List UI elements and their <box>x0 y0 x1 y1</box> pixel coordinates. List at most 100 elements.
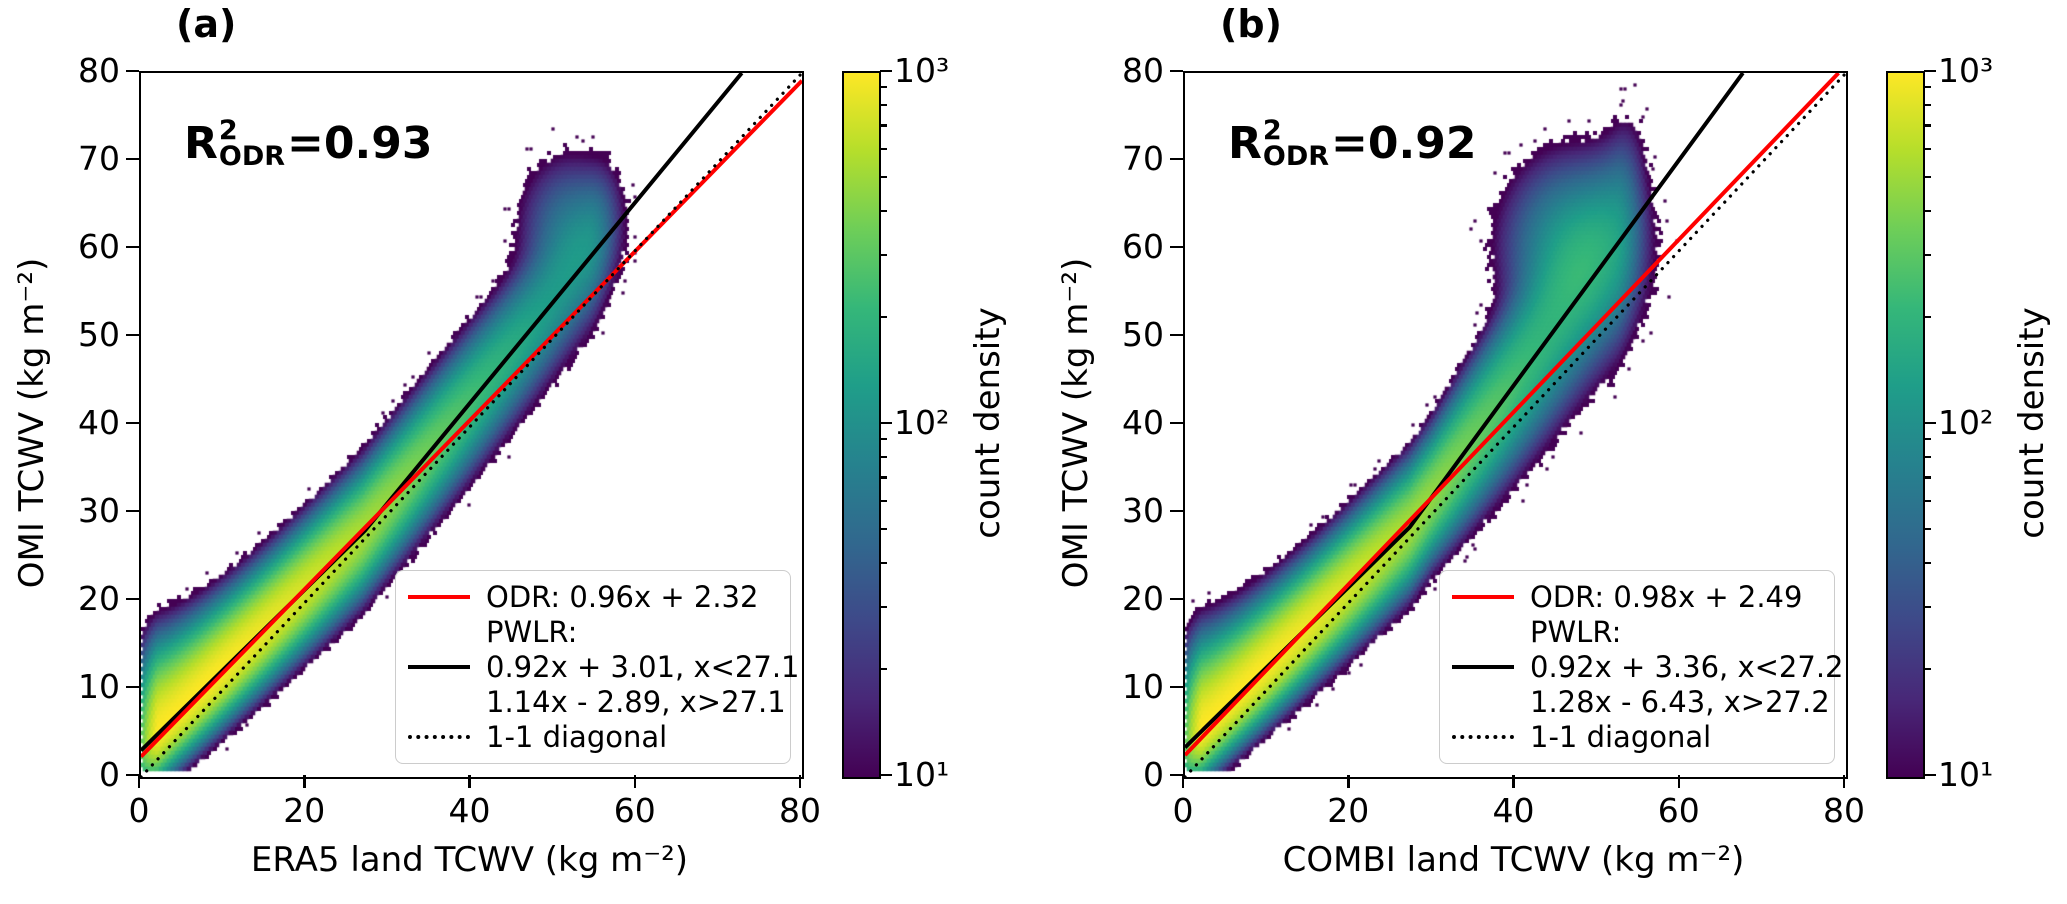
colorbar-tick-mark <box>1924 104 1931 107</box>
colorbar-tick-mark <box>880 175 887 179</box>
y-tick-label: 70 <box>1122 139 1164 178</box>
colorbar-tick-mark <box>1924 499 1931 503</box>
y-tick-label: 60 <box>1122 227 1164 266</box>
x-tick-label: 60 <box>613 791 656 830</box>
x-tick-label: 80 <box>1823 791 1865 830</box>
legend-row-pwlr-2: 1.14x - 2.89, x>27.1 <box>408 685 786 720</box>
y-tick-mark <box>1170 69 1183 73</box>
x-tick-label: 0 <box>128 791 150 830</box>
diagonal-label: 1-1 diagonal <box>486 720 668 755</box>
colorbar-tick-mark <box>1924 86 1931 89</box>
legend-row-diagonal: 1-1 diagonal <box>408 720 778 755</box>
colorbar-tick-mark <box>880 667 887 671</box>
x-tick-mark <box>1512 775 1515 788</box>
odr-label: ODR: 0.96x + 2.32 <box>486 579 759 614</box>
y-tick-mark <box>126 245 139 249</box>
panel-a-r2-annotation: R 2 ODR =0.93 <box>184 115 432 172</box>
x-tick-mark <box>1842 775 1846 788</box>
colorbar-tick-mark <box>1924 421 1936 425</box>
panel-a-legend: ODR: 0.96x + 2.32 PWLR: 0.92x + 3.01, x<… <box>395 570 800 764</box>
legend-row-odr: ODR: 0.98x + 2.49 <box>1452 579 1822 614</box>
y-tick-label: 50 <box>78 315 120 354</box>
r2-subscript: ODR <box>1262 141 1330 172</box>
y-tick-label: 60 <box>78 227 120 266</box>
colorbar-tick-mark <box>880 527 887 531</box>
y-tick-label: 30 <box>1122 491 1164 530</box>
r2-symbol: R <box>1228 118 1262 169</box>
panel-b-x-axis-label: COMBI land TCWV (kg m⁻²) <box>1282 840 1745 880</box>
colorbar-tick-mark <box>880 253 887 257</box>
panel-b: (b) ODR: 0.98x + 2.49 PWLR: 0.92x + 3.36… <box>1044 0 2067 904</box>
panel-a-plot-area: ODR: 0.96x + 2.32 PWLR: 0.92x + 3.01, x<… <box>139 71 804 779</box>
y-tick-mark <box>1170 421 1183 425</box>
colorbar-tick-1e3: 10³ <box>1938 51 1994 90</box>
legend-row-pwlr-1: 0.92x + 3.36, x<27.2 <box>1452 649 1844 684</box>
panel-a-title: (a) <box>176 2 237 46</box>
colorbar-tick-mark <box>1924 438 1931 441</box>
r2-symbol: R <box>184 118 218 169</box>
y-tick-mark <box>1170 245 1183 249</box>
x-tick-label: 80 <box>779 791 821 830</box>
y-tick-mark <box>126 333 139 337</box>
colorbar-tick-mark <box>1924 253 1931 257</box>
x-tick-mark <box>1347 775 1350 788</box>
r2-subscript: ODR <box>218 141 286 172</box>
panel-a-x-axis-label: ERA5 land TCWV (kg m⁻²) <box>250 840 689 880</box>
pwlr-title: PWLR: <box>486 614 578 649</box>
x-tick-label: 60 <box>1657 791 1700 830</box>
diagonal-label: 1-1 diagonal <box>1530 720 1712 755</box>
colorbar-tick-mark <box>880 476 887 479</box>
colorbar-tick-mark <box>880 773 892 777</box>
y-tick-label: 0 <box>1143 755 1164 794</box>
y-tick-label: 70 <box>78 139 120 178</box>
colorbar-tick-mark <box>1924 209 1931 213</box>
colorbar-tick-mark <box>1924 527 1931 531</box>
y-tick-label: 50 <box>1122 315 1164 354</box>
panel-a-colorbar-label: count density <box>968 307 1008 539</box>
colorbar-tick-1e3: 10³ <box>894 51 950 90</box>
legend-row-diagonal: 1-1 diagonal <box>1452 720 1822 755</box>
y-tick-mark <box>126 597 139 601</box>
y-tick-mark <box>126 685 139 689</box>
colorbar-tick-1e1: 10¹ <box>1938 755 1994 794</box>
legend-row-pwlr-title: PWLR: <box>408 614 778 649</box>
panel-b-r2-annotation: R 2 ODR =0.92 <box>1228 115 1476 172</box>
pwlr-eq1: 0.92x + 3.36, x<27.2 <box>1530 650 1844 684</box>
y-tick-mark <box>126 421 139 425</box>
r2-superscript: 2 <box>1262 115 1282 146</box>
colorbar-tick-mark <box>1924 476 1931 479</box>
colorbar-tick-mark <box>1924 773 1936 777</box>
colorbar-tick-mark <box>880 605 887 609</box>
colorbar-tick-mark <box>1924 561 1931 565</box>
y-tick-mark <box>126 773 139 777</box>
y-tick-label: 80 <box>78 51 120 90</box>
colorbar-tick-mark <box>1924 69 1936 73</box>
colorbar-tick-mark <box>880 438 887 441</box>
colorbar-tick-mark <box>1924 147 1931 151</box>
colorbar-tick-mark <box>1924 605 1931 609</box>
y-tick-label: 40 <box>1122 403 1164 442</box>
x-tick-mark <box>137 775 141 788</box>
panel-b-fit-lines <box>1185 73 1846 777</box>
legend-row-pwlr-1: 0.92x + 3.01, x<27.1 <box>408 649 800 684</box>
y-tick-mark <box>1170 333 1183 337</box>
panel-a-fit-lines <box>141 73 802 777</box>
r2-superscript: 2 <box>218 115 238 146</box>
colorbar-tick-mark <box>880 69 892 73</box>
colorbar-tick-mark <box>880 209 887 213</box>
odr-label: ODR: 0.98x + 2.49 <box>1530 579 1803 614</box>
colorbar-tick-1e2: 10² <box>1938 403 1994 442</box>
y-tick-label: 0 <box>99 755 120 794</box>
panel-a-colorbar <box>842 71 881 779</box>
y-tick-label: 20 <box>1122 579 1164 618</box>
pwlr-eq2: 1.28x - 6.43, x>27.2 <box>1530 685 1830 720</box>
pwlr-eq2: 1.14x - 2.89, x>27.1 <box>486 685 786 720</box>
x-tick-mark <box>303 775 306 788</box>
x-tick-mark <box>1181 775 1185 788</box>
x-tick-label: 20 <box>1327 791 1370 830</box>
colorbar-tick-mark <box>880 104 887 107</box>
x-tick-mark <box>468 775 471 788</box>
y-tick-label: 10 <box>78 667 120 706</box>
colorbar-tick-mark <box>880 315 887 319</box>
panel-a: (a) ODR: 0.96x + 2.32 PWLR: 0.92x + 3.01… <box>0 0 1033 904</box>
